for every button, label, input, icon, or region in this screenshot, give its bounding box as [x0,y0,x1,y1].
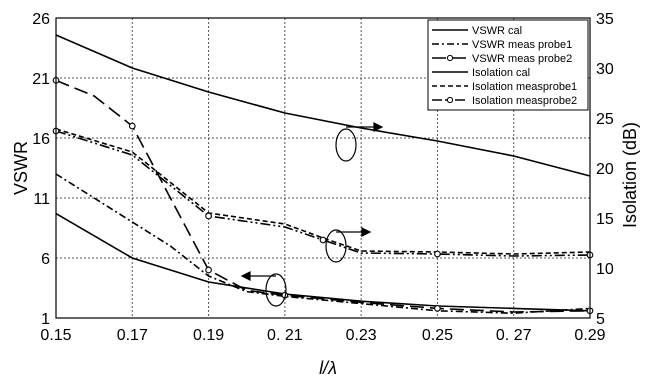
x-axis-title: l/λ [319,358,337,378]
plot-frame [55,17,591,319]
series-marker [205,212,212,220]
legend-label: VSWR meas probe1 [472,39,572,51]
y2-axis-title: Isolation (dB) [620,122,640,228]
legend-box [427,19,589,111]
y2-tick-label: 30 [596,61,614,78]
vswr-cal-annotation-arrowhead [361,227,372,237]
y2-tick-label: 10 [596,261,614,278]
series-line [55,79,591,313]
series-line [55,173,591,315]
legend-label: Isolation cal [472,67,530,79]
vswr-meas-annotation-ellipse [265,273,287,307]
vswr-meas-annotation-arrowhead [240,271,251,281]
x-tick-label: 0.15 [40,327,71,344]
legend-label: Isolation measprobe2 [472,95,577,107]
y2-tick-label: 25 [596,111,614,128]
x-tick-label: 0.19 [193,327,224,344]
x-tick-label: 0.29 [574,327,605,344]
y-tick-label: 1 [41,311,50,328]
y-tick-label: 21 [32,71,50,88]
isolation-annotation-ellipse [335,128,357,162]
series-line [55,128,591,255]
y2-tick-label: 5 [596,311,605,328]
y2-tick-label: 20 [596,161,614,178]
x-tick-label: 0.25 [422,327,453,344]
legend-marker [446,96,454,104]
legend: VSWR cal VSWR meas probe1 VSWR meas probe2… [427,19,589,111]
legend-label: Isolation measprobe1 [472,81,577,93]
tick-labels: 0.15 0.17 0.19 0. 21 0.23 0.25 0. 27 0.29161116… [32,11,614,344]
series-marker [319,236,327,244]
annotations [240,122,384,307]
y-tick-label: 11 [33,191,50,208]
series-layer [52,34,594,315]
x-tick-label: 0. 21 [267,327,303,344]
series-marker [205,266,212,274]
y-tick-label: 6 [41,251,50,268]
legend-label: VSWR meas probe2 [472,53,572,65]
y-axis-title: VSWR [11,141,31,195]
x-tick-label: 0.17 [117,327,148,344]
series-marker [434,305,441,312]
series-line [55,212,591,312]
legend-label: VSWR cal [472,25,522,37]
x-tick-label: 0. 27 [496,327,532,344]
y2-tick-label: 15 [596,211,614,228]
vswr-cal-annotation-ellipse [325,229,347,263]
y2-tick-label: 35 [596,11,614,28]
isolation-annotation-arrowhead [373,122,384,132]
y-tick-label: 16 [32,131,50,148]
x-tick-label: 0.23 [346,327,377,344]
y-tick-label: 26 [32,11,50,28]
series-marker [434,250,441,258]
series-marker [128,122,136,130]
legend-marker [446,54,454,62]
series-line [55,34,591,177]
